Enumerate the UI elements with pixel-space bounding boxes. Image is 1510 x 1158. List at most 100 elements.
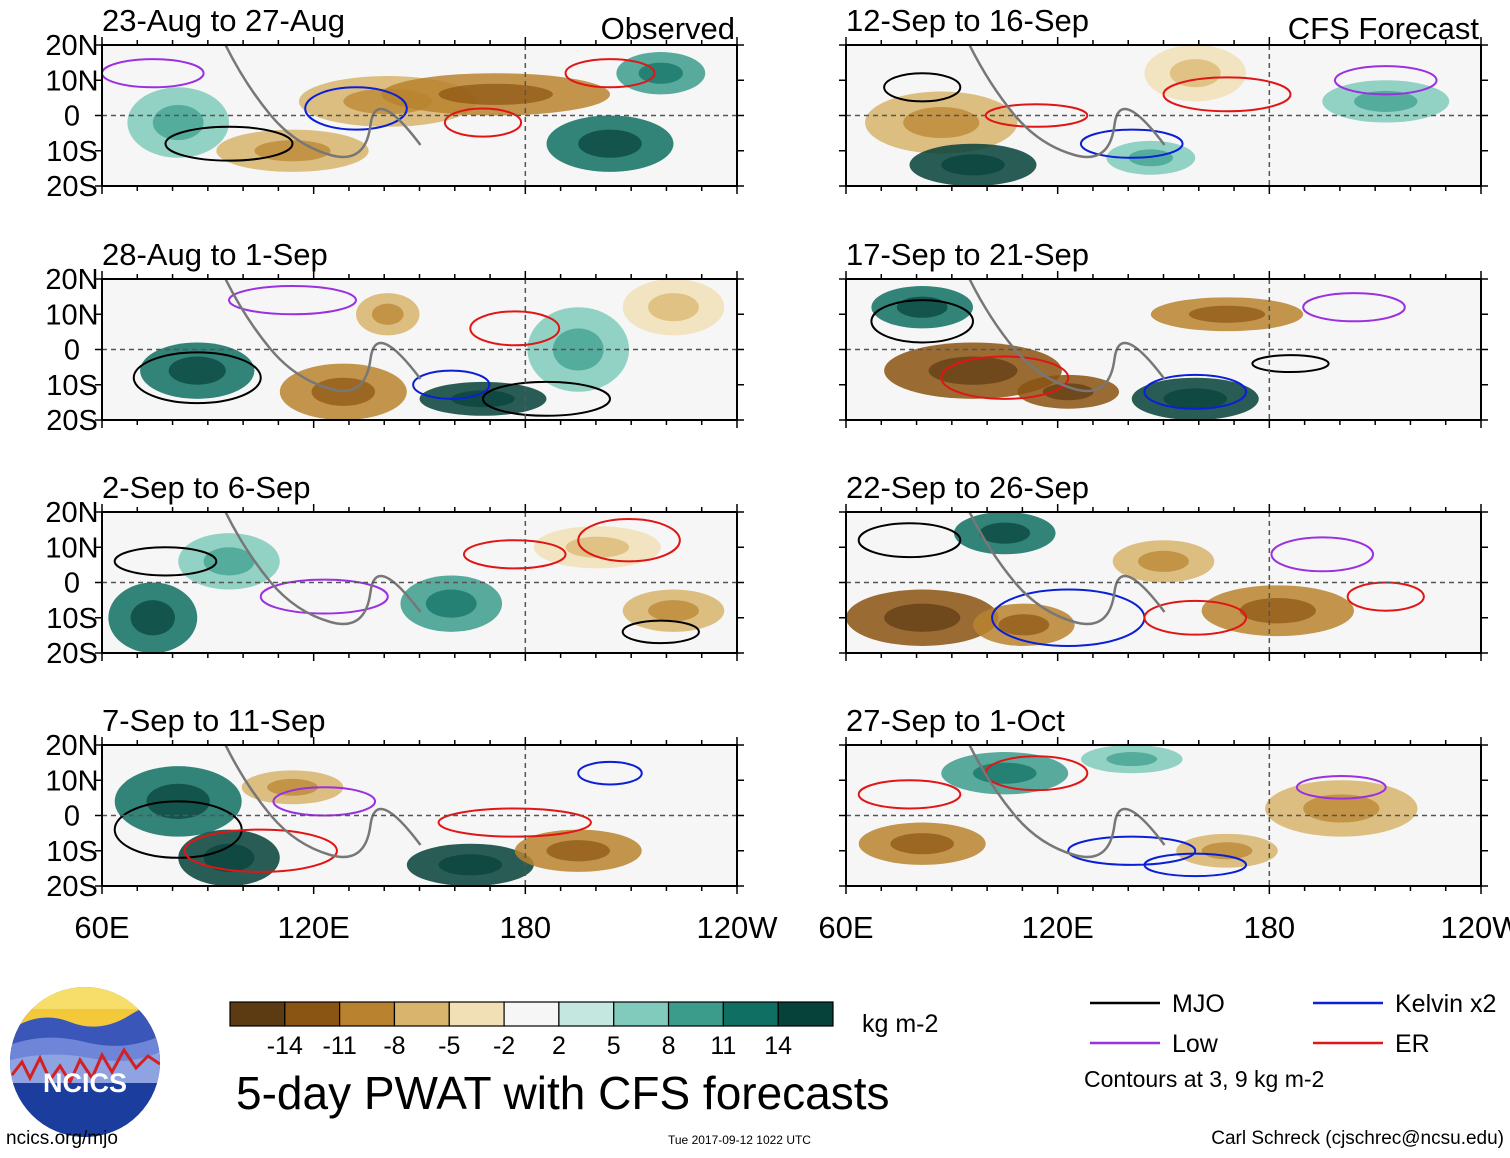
contour-line: [1333, 65, 1438, 96]
pwat-anomaly-core: [565, 536, 630, 558]
x-tick-label: 180: [1243, 910, 1295, 945]
footer-author: Carl Schreck (cjschrec@ncsu.edu): [1211, 1128, 1504, 1149]
y-tick-label: 20S: [46, 405, 98, 437]
legend-label: Kelvin x2: [1395, 990, 1496, 1018]
panel-title: 17-Sep to 21-Sep: [846, 237, 1089, 272]
y-tick-label: 20S: [46, 871, 98, 903]
y-tick-label: 10S: [46, 370, 98, 402]
pwat-anomaly-core: [903, 107, 980, 139]
contour-line: [412, 369, 491, 400]
ncics-logo: NCICS: [10, 987, 160, 1137]
pwat-anomaly-core: [203, 843, 255, 872]
pwat-anomaly-core: [425, 589, 477, 618]
y-tick-label: 20N: [45, 30, 98, 62]
colorbar-tick-label: 5: [607, 1032, 621, 1060]
contour-line: [1251, 354, 1330, 374]
pwat-anomaly-core: [648, 293, 699, 322]
pwat-anomaly-core: [1138, 550, 1189, 572]
legend-label: MJO: [1172, 990, 1225, 1018]
contour-line: [1346, 581, 1425, 612]
footer-url[interactable]: ncics.org/mjo: [6, 1128, 118, 1149]
logo-text: NCICS: [43, 1068, 127, 1098]
contour-line: [469, 310, 561, 347]
contour-line: [304, 86, 408, 131]
pwat-anomaly-core: [1163, 388, 1227, 410]
contour-line: [1143, 852, 1248, 878]
column-header: Observed: [601, 11, 735, 46]
pwat-anomaly-core: [1354, 90, 1418, 112]
x-tick-label: 120E: [277, 910, 349, 945]
y-tick-label: 10N: [45, 765, 98, 797]
y-tick-label: 20S: [46, 638, 98, 670]
coastline: [968, 745, 1166, 859]
panel: 27-Sep to 1-Oct: [839, 703, 1488, 894]
panel-title: 27-Sep to 1-Oct: [846, 703, 1065, 738]
pwat-anomaly-core: [203, 547, 255, 576]
contour-line: [1295, 775, 1387, 800]
column-header: CFS Forecast: [1288, 11, 1480, 46]
colorbar-swatch: [284, 1001, 341, 1027]
contour-line: [1143, 373, 1248, 410]
y-tick-label: 0: [64, 568, 80, 600]
y-tick-label: 20N: [45, 264, 98, 296]
coastline: [224, 45, 422, 159]
contour-line: [577, 760, 643, 786]
pwat-anomaly-core: [438, 854, 503, 876]
colorbar-tick-label: 11: [710, 1032, 736, 1060]
y-tick-label: 10N: [45, 299, 98, 331]
panel: 17-Sep to 21-Sep: [839, 237, 1488, 428]
colorbar-swatch: [558, 1001, 615, 1027]
colorbar-tick-label: 8: [662, 1032, 676, 1060]
main-title: 5-day PWAT with CFS forecasts: [236, 1067, 890, 1119]
pwat-anomaly-core: [928, 356, 1018, 385]
pwat-anomaly-core: [884, 603, 961, 632]
contour-line: [564, 58, 656, 89]
panel-title: 22-Sep to 26-Sep: [846, 470, 1089, 505]
contour-note: Contours at 3, 9 kg m-2: [1084, 1066, 1325, 1092]
colorbar-tick-label: -14: [267, 1032, 303, 1060]
contour-line: [1079, 128, 1184, 159]
contour-line: [940, 355, 1070, 400]
pwat-anomaly-core: [1169, 59, 1221, 88]
y-tick-label: 10N: [45, 532, 98, 564]
panel-title: 12-Sep to 16-Sep: [846, 3, 1089, 38]
colorbar-swatch: [503, 1001, 560, 1027]
contour-line: [1143, 599, 1248, 636]
y-tick-label: 0: [64, 335, 80, 367]
y-tick-label: 20S: [46, 171, 98, 203]
contour-line: [870, 299, 975, 344]
contour-line: [1067, 835, 1197, 866]
colorbar-swatch: [613, 1001, 670, 1027]
pwat-anomaly-core: [998, 614, 1050, 636]
y-tick-label: 20N: [45, 730, 98, 762]
colorbar-swatch: [777, 1001, 834, 1027]
pwat-anomaly-core: [973, 762, 1037, 784]
panel: 12-Sep to 16-Sep CFS Forecast: [839, 3, 1488, 194]
y-tick-label: 10N: [45, 65, 98, 97]
contour-line: [272, 786, 377, 817]
x-tick-label: 120E: [1021, 910, 1093, 945]
y-tick-label: 10S: [46, 603, 98, 635]
y-tick-label: 0: [64, 101, 80, 133]
colorbar-swatch: [448, 1001, 505, 1027]
footer-timestamp: Tue 2017-09-12 1022 UTC: [668, 1133, 811, 1147]
contour-line: [228, 285, 357, 316]
contour-line: [577, 518, 681, 563]
y-tick-label: 20N: [45, 497, 98, 529]
pwat-anomaly-core: [168, 356, 226, 385]
contour-line: [883, 72, 962, 103]
colorbar-swatch: [667, 1001, 724, 1027]
legend-label: Low: [1172, 1030, 1219, 1058]
y-tick-label: 10S: [46, 836, 98, 868]
pwat-anomaly-core: [890, 833, 954, 855]
contour-line: [462, 539, 567, 570]
pwat-anomaly-core: [1042, 383, 1094, 401]
colorbar-swatch: [339, 1001, 396, 1027]
contour-line: [443, 107, 523, 138]
x-tick-label: 60E: [74, 910, 129, 945]
contour-line: [482, 380, 611, 417]
